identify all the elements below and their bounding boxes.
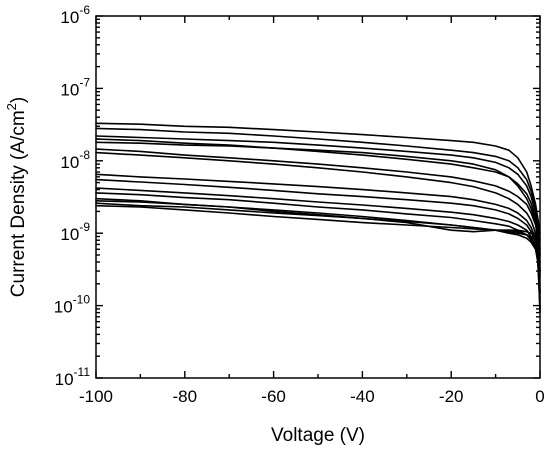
label-layer: -100 -80 -60 -40 -20 0 10-6 10-7 10-8 10-9 10-10 10…	[54, 3, 545, 406]
plot-frame	[95, 15, 541, 379]
series-line-5	[95, 141, 541, 272]
series-line-4	[95, 138, 541, 256]
x-tick-label: -60	[261, 387, 286, 406]
x-axis-title: Voltage (V)	[271, 425, 365, 446]
y-axis-title-tail: )	[8, 97, 29, 103]
series-line-11	[95, 192, 541, 301]
y-tick-label: 10-11	[55, 365, 91, 389]
series-line-13	[95, 200, 541, 272]
series-layer	[95, 122, 541, 314]
series-line-14	[95, 202, 541, 263]
x-tick-label: -80	[173, 387, 198, 406]
x-tick-label: -100	[79, 387, 113, 406]
y-tick-label: 10-9	[60, 220, 90, 244]
series-line-7	[95, 151, 541, 294]
y-tick-label: 10-7	[60, 75, 90, 99]
series-line-1	[95, 122, 541, 234]
x-tick-label: 0	[535, 387, 544, 406]
y-tick-label: 10-8	[60, 148, 90, 172]
series-line-3	[95, 135, 541, 251]
y-axis-title: Current Density (A/cm2)	[4, 97, 29, 297]
y-tick-label: 10-10	[54, 293, 91, 317]
x-tick-label: -20	[439, 387, 464, 406]
y-axis-title-main: Current Density (A/cm	[8, 110, 29, 297]
series-line-2	[95, 127, 541, 241]
y-tick-label: 10-6	[60, 3, 90, 27]
series-line-15	[95, 204, 541, 256]
series-line-12	[95, 197, 541, 294]
series-line-6	[95, 148, 541, 278]
y-axis-title-sup: 2	[4, 103, 19, 110]
tick-layer	[95, 15, 541, 379]
x-tick-label: -40	[350, 387, 375, 406]
series-line-8	[95, 173, 541, 307]
